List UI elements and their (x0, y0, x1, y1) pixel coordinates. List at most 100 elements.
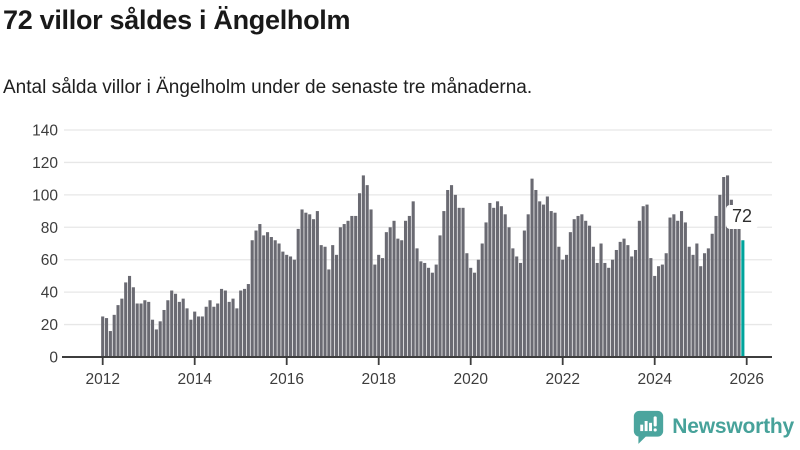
bar (729, 199, 733, 357)
bar (419, 261, 423, 357)
bar (223, 290, 227, 357)
highlighted-bar (741, 240, 745, 357)
bar (292, 259, 296, 357)
bar (231, 298, 235, 357)
bar (499, 206, 503, 357)
bar (503, 214, 507, 357)
bar (668, 217, 672, 357)
bar (664, 253, 668, 357)
bar (300, 209, 304, 357)
chart-subtitle: Antal sålda villor i Ängelholm under de … (3, 77, 533, 98)
bar (208, 300, 212, 357)
bar (147, 301, 151, 357)
x-axis-tick-label: 2018 (361, 371, 395, 388)
bar (235, 308, 239, 357)
bar (518, 262, 523, 357)
bar (488, 202, 492, 357)
x-axis-tick-label: 2022 (545, 371, 579, 388)
x-axis-tick-label: 2016 (269, 371, 303, 388)
bar (304, 212, 308, 357)
bar (262, 235, 266, 357)
bar (534, 189, 538, 357)
bar (687, 246, 691, 357)
bar (373, 264, 377, 357)
bar (127, 275, 132, 357)
bar (568, 232, 572, 357)
bar (108, 331, 112, 357)
bar (384, 232, 388, 357)
bar (461, 207, 465, 357)
page-title: 72 villor såldes i Ängelholm (3, 5, 351, 35)
bar (338, 227, 342, 357)
bar (193, 311, 197, 357)
bar (285, 254, 289, 357)
bar (258, 224, 262, 357)
bar (423, 262, 427, 357)
bar (357, 193, 362, 357)
bar (549, 211, 553, 357)
bar (580, 214, 584, 357)
bar (737, 219, 741, 357)
bar (599, 243, 603, 357)
bar (630, 256, 634, 357)
bar (637, 220, 641, 357)
x-axis-tick-label: 2012 (85, 371, 119, 388)
speech-bubble-shape (634, 410, 664, 444)
bar (660, 264, 664, 357)
bar (250, 240, 254, 357)
bar (591, 246, 595, 357)
bar (553, 212, 557, 357)
bar (672, 214, 676, 357)
bar (695, 243, 699, 357)
bar (725, 175, 730, 357)
bar (342, 224, 346, 357)
bar (116, 305, 120, 357)
bar (633, 249, 638, 357)
bar (150, 319, 155, 357)
bar (246, 284, 250, 357)
bar (354, 215, 358, 357)
bar (476, 259, 480, 357)
bar (564, 254, 569, 357)
bar (626, 245, 630, 357)
bar (158, 321, 162, 357)
bar (526, 214, 530, 357)
bar (124, 282, 128, 357)
bar (296, 228, 300, 357)
bar (706, 248, 710, 357)
bar (403, 220, 408, 357)
bar (273, 240, 277, 357)
bar (265, 232, 270, 357)
y-axis-tick-label: 40 (41, 285, 59, 302)
bar (495, 201, 500, 357)
bar (162, 309, 166, 357)
bar (472, 272, 477, 357)
bar (438, 235, 442, 357)
bar (112, 314, 116, 357)
x-axis-tick-label: 2014 (177, 371, 212, 388)
bar (120, 298, 124, 357)
bar (430, 272, 434, 357)
bar (269, 237, 273, 357)
bar (572, 219, 576, 357)
bar (587, 225, 592, 357)
bar (216, 303, 220, 357)
bar (649, 258, 653, 357)
bar (653, 275, 657, 357)
bar (311, 219, 316, 357)
bar (561, 259, 565, 357)
bar (227, 301, 231, 357)
bar (656, 266, 661, 357)
bar (718, 194, 722, 357)
bar (104, 318, 109, 357)
bar (254, 230, 258, 357)
bar (388, 227, 392, 357)
bar (185, 308, 189, 357)
bar (733, 207, 737, 357)
bar (691, 254, 695, 357)
bar (545, 196, 549, 357)
bar (377, 254, 381, 357)
bar (507, 227, 511, 357)
bar (676, 220, 680, 357)
bar (135, 303, 139, 357)
